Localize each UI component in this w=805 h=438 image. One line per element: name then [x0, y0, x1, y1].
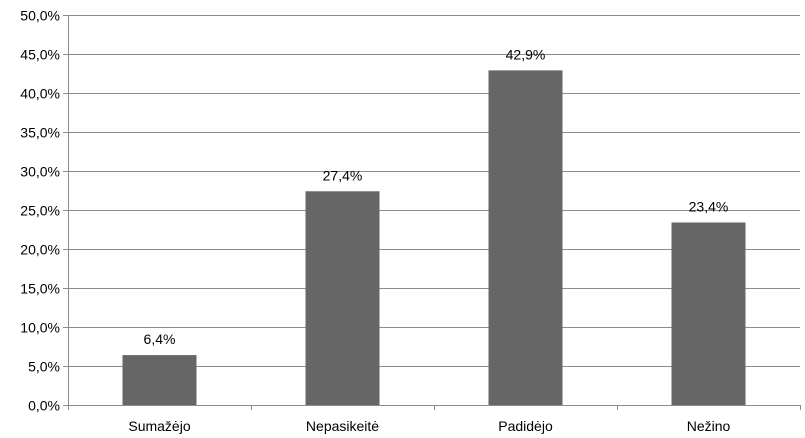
gridlines	[68, 15, 800, 367]
data-label-0: 6,4%	[144, 331, 176, 347]
y-tick-label-5: 25,0%	[20, 203, 60, 219]
data-labels: 6,4% 27,4% 42,9% 23,4%	[144, 46, 729, 347]
y-tick-label-0: 0,0%	[28, 398, 60, 414]
y-tick-label-1: 5,0%	[28, 359, 60, 375]
category-label-0: Sumažėjo	[128, 418, 190, 434]
category-label-1: Nepasikeitė	[306, 418, 379, 434]
y-tick-label-9: 45,0%	[20, 47, 60, 63]
axes	[63, 15, 801, 410]
y-tick-label-3: 15,0%	[20, 281, 60, 297]
category-label-3: Nežino	[687, 418, 731, 434]
y-tick-label-4: 20,0%	[20, 242, 60, 258]
data-label-1: 27,4%	[323, 167, 363, 183]
x-axis-category-labels: Sumažėjo Nepasikeitė Padidėjo Nežino	[128, 418, 730, 434]
bar-2	[488, 70, 563, 405]
y-tick-label-10: 50,0%	[20, 8, 60, 24]
bar-3	[671, 222, 746, 405]
bar-0	[122, 355, 197, 405]
bars	[122, 70, 746, 405]
y-tick-label-2: 10,0%	[20, 320, 60, 336]
y-tick-label-7: 35,0%	[20, 125, 60, 141]
bar-1	[305, 191, 380, 405]
y-tick-label-8: 40,0%	[20, 86, 60, 102]
data-label-2: 42,9%	[506, 46, 546, 62]
y-tick-label-6: 30,0%	[20, 164, 60, 180]
data-label-3: 23,4%	[689, 198, 729, 214]
y-axis-tick-labels: 0,0% 5,0% 10,0% 15,0% 20,0% 25,0% 30,0% 35,0% 40…	[20, 8, 60, 414]
category-label-2: Padidėjo	[498, 418, 553, 434]
